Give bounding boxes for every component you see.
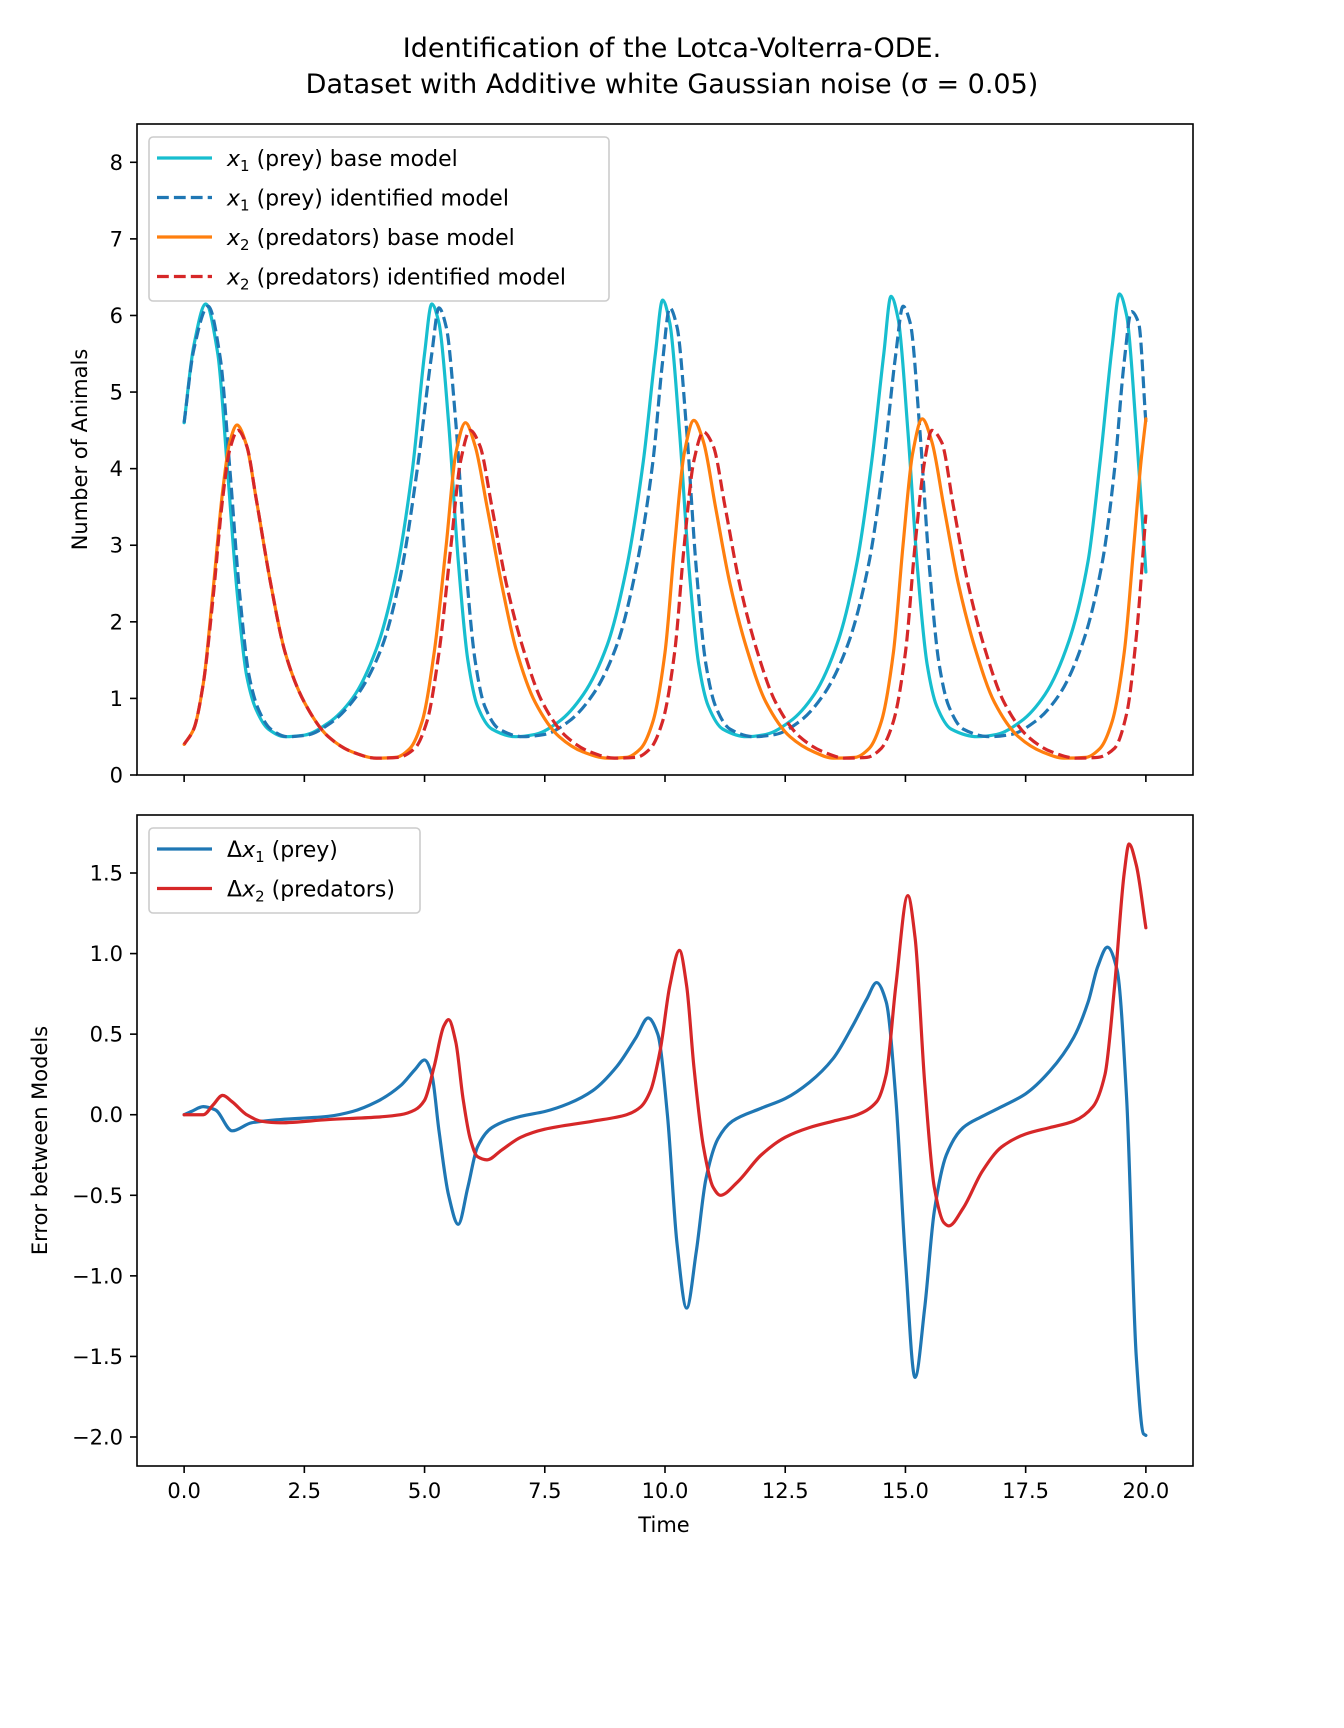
- bottom-x-tick-label-2: 5.0: [408, 1479, 441, 1503]
- top-series-group: [182, 292, 1148, 760]
- bottom-panel: 0.0 2.5 5.0 7.5 10.0 12.5 15.0 17.5 20.0 1.5 1.0 0.…: [28, 814, 1194, 1537]
- bottom-series-group: [182, 842, 1148, 1437]
- bottom-x-tick-label-6: 15.0: [882, 1479, 929, 1503]
- bottom-legend: Δx1 (prey) Δx2 (predators): [148, 827, 421, 914]
- bottom-x-tick-label-0: 0.0: [167, 1479, 200, 1503]
- bottom-x-axis-label: Time: [637, 1513, 689, 1537]
- top-y-tick-label-2: 2: [110, 610, 123, 634]
- bottom-series-line-1: [182, 842, 1148, 1228]
- top-legend: x1 (prey) base model x1 (prey) identified…: [148, 136, 610, 302]
- bottom-series-line-0: [182, 945, 1148, 1437]
- bottom-legend-box: [148, 827, 421, 914]
- bottom-legend-label-0: Δx1 (prey): [227, 838, 338, 866]
- top-y-tick-label-6: 6: [110, 304, 123, 328]
- top-y-tick-label-0: 0: [110, 764, 123, 788]
- top-legend-label-1: x1 (prey) identified model: [226, 187, 509, 215]
- bottom-y-tick-label-4: −0.5: [72, 1184, 123, 1208]
- top-y-tick-label-1: 1: [110, 687, 123, 711]
- bottom-y-tick-label-2: 0.5: [90, 1023, 123, 1047]
- top-y-axis-label: Number of Animals: [68, 349, 92, 551]
- figure-title-line1: Identification of the Lotca-Volterra-ODE…: [403, 33, 941, 64]
- top-y-tick-label-7: 7: [110, 227, 123, 251]
- top-y-tick-label-5: 5: [110, 381, 123, 405]
- top-legend-box: [148, 136, 610, 302]
- top-y-tick-label-4: 4: [110, 457, 123, 481]
- top-legend-label-0: x1 (prey) base model: [226, 147, 458, 175]
- bottom-y-tick-label-1: 1.0: [90, 942, 123, 966]
- top-y-tick-label-3: 3: [110, 534, 123, 558]
- bottom-x-tick-label-1: 2.5: [288, 1479, 321, 1503]
- bottom-y-tick-label-5: −1.0: [72, 1264, 123, 1288]
- bottom-y-axis-label: Error between Models: [28, 1026, 52, 1255]
- bottom-x-tick-label-3: 7.5: [528, 1479, 561, 1503]
- bottom-x-tick-label-4: 10.0: [642, 1479, 689, 1503]
- top-series-line-3: [182, 428, 1148, 760]
- top-panel: 0 1 2 3 4 5 6 7 8 Number of Animals x1 (prey) base…: [68, 123, 1194, 788]
- bottom-y-tick-label-3: 0.0: [90, 1103, 123, 1127]
- bottom-y-tick-label-0: 1.5: [90, 862, 123, 886]
- bottom-y-tick-label-6: −1.5: [72, 1345, 123, 1369]
- figure-title-line2: Dataset with Additive white Gaussian noi…: [306, 69, 1039, 100]
- top-y-tick-label-8: 8: [110, 151, 123, 175]
- bottom-x-tick-label-8: 20.0: [1122, 1479, 1169, 1503]
- top-series-line-1: [182, 304, 1148, 739]
- top-legend-label-3: x2 (predators) identified model: [226, 266, 566, 294]
- bottom-x-tick-label-5: 12.5: [762, 1479, 809, 1503]
- top-legend-label-2: x2 (predators) base model: [226, 226, 515, 254]
- bottom-x-tick-label-7: 17.5: [1002, 1479, 1049, 1503]
- bottom-y-tick-label-7: −2.0: [72, 1425, 123, 1449]
- bottom-legend-label-1: Δx2 (predators): [227, 878, 395, 906]
